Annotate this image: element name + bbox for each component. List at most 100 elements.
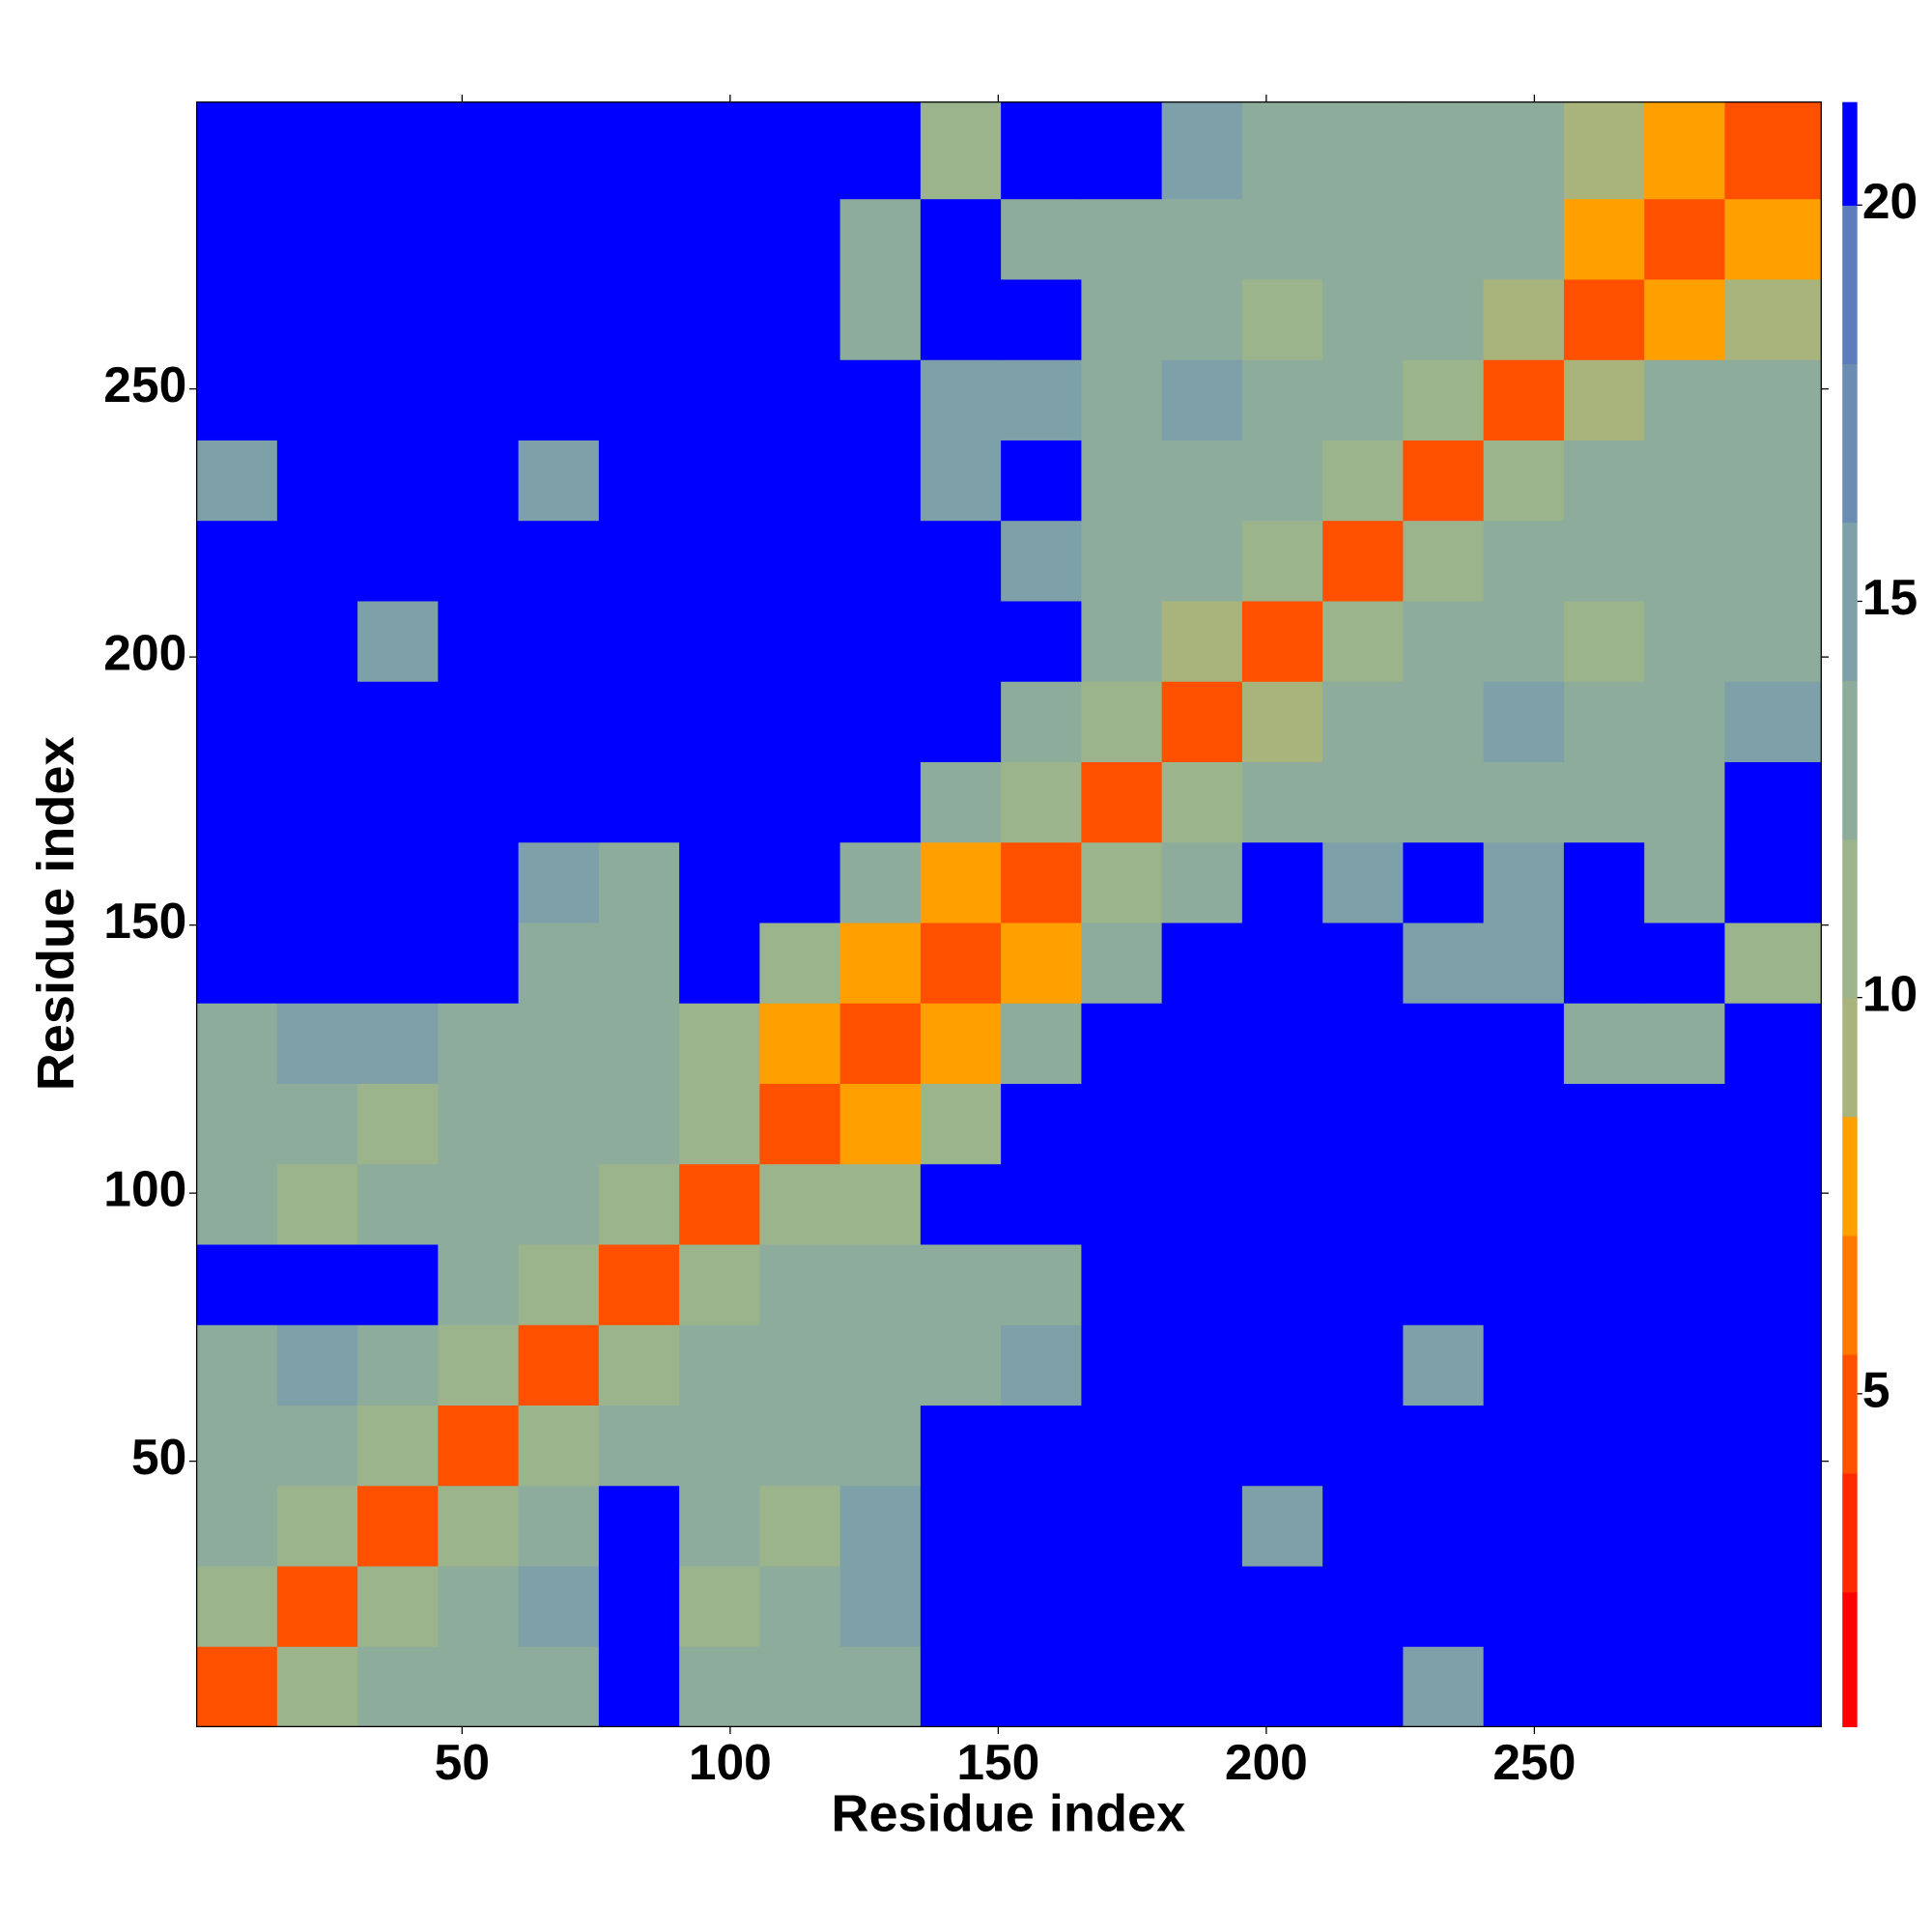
heatmap-cell: [839, 1083, 922, 1165]
heatmap-cell: [1001, 922, 1083, 1004]
heatmap-cell: [1001, 841, 1083, 923]
heatmap-cell: [839, 841, 922, 923]
heatmap-cell: [1403, 198, 1485, 280]
heatmap-cell: [679, 359, 761, 440]
heatmap-cell: [1483, 1405, 1565, 1487]
heatmap-cell: [1724, 1083, 1822, 1165]
heatmap-cell: [1403, 1163, 1485, 1245]
heatmap-cell: [1081, 520, 1163, 602]
heatmap-cell: [1322, 101, 1405, 200]
heatmap-cell: [1322, 1243, 1405, 1325]
heatmap-cell: [1403, 101, 1485, 200]
y-tick-label: 150: [103, 893, 186, 949]
colorbar-tick-label: 15: [1862, 569, 1918, 625]
heatmap-cell: [1403, 761, 1485, 843]
heatmap-cell: [598, 1083, 680, 1165]
heatmap-cell: [1081, 1405, 1163, 1487]
heatmap-cell: [357, 1485, 440, 1567]
colorbar-band: [1842, 680, 1858, 840]
heatmap-cell: [1001, 1324, 1083, 1406]
heatmap-cell: [357, 1243, 440, 1325]
heatmap-cell: [518, 101, 600, 200]
heatmap-cell: [1322, 520, 1405, 602]
heatmap-cell: [598, 1646, 680, 1728]
heatmap-cell: [1241, 1646, 1323, 1728]
heatmap-cell: [839, 1405, 922, 1487]
heatmap-cell: [1724, 1565, 1822, 1647]
heatmap-cell: [438, 1083, 520, 1165]
heatmap-cell: [1241, 1324, 1323, 1406]
heatmap-cell: [1161, 1243, 1243, 1325]
heatmap-cell: [1724, 600, 1822, 682]
heatmap-cell: [1563, 922, 1645, 1004]
heatmap-cell: [1724, 520, 1822, 602]
heatmap-cell: [1724, 1405, 1822, 1487]
heatmap-cell: [1563, 600, 1645, 682]
heatmap-cell: [357, 1083, 440, 1165]
heatmap-cell: [1001, 520, 1083, 602]
heatmap-cell: [276, 101, 358, 200]
heatmap-cell: [679, 1003, 761, 1084]
heatmap-cell: [759, 278, 841, 360]
heatmap-cell: [1483, 922, 1565, 1004]
heatmap-cell: [357, 1565, 440, 1647]
heatmap-cell: [1563, 520, 1645, 602]
heatmap-cell: [1241, 1163, 1323, 1245]
heatmap-cell: [196, 600, 278, 682]
heatmap-cell: [679, 278, 761, 360]
heatmap-cell: [1081, 1324, 1163, 1406]
heatmap-cell: [1241, 1565, 1323, 1647]
heatmap-cell: [1724, 1324, 1822, 1406]
colorbar-band: [1842, 997, 1858, 1118]
heatmap-cell: [1001, 1646, 1083, 1728]
heatmap-cell: [1161, 440, 1243, 522]
heatmap-cell: [1563, 841, 1645, 923]
heatmap-cell: [438, 681, 520, 762]
heatmap-cell: [1322, 1324, 1405, 1406]
heatmap-cell: [518, 841, 600, 923]
heatmap-cell: [920, 1565, 1002, 1647]
heatmap-cell: [1081, 1485, 1163, 1567]
heatmap-cell: [1241, 1083, 1323, 1165]
heatmap-cell: [1403, 1565, 1485, 1647]
heatmap-cell: [1241, 198, 1323, 280]
heatmap-cell: [1081, 761, 1163, 843]
heatmap-cell: [357, 440, 440, 522]
x-tick-label: 150: [956, 1734, 1039, 1790]
heatmap-cell: [1322, 440, 1405, 522]
heatmap-cell: [1403, 1405, 1485, 1487]
heatmap-cell: [1241, 1003, 1323, 1084]
heatmap-cell: [1563, 1163, 1645, 1245]
heatmap-cell: [1241, 520, 1323, 602]
heatmap-cell: [438, 359, 520, 440]
heatmap-cell: [1403, 520, 1485, 602]
heatmap-cell: [196, 278, 278, 360]
heatmap-cell: [1322, 761, 1405, 843]
heatmap-cell: [196, 1163, 278, 1245]
heatmap-cell: [1483, 440, 1565, 522]
heatmap-cell: [1483, 278, 1565, 360]
heatmap-cell: [1403, 1485, 1485, 1567]
heatmap-cell: [276, 1485, 358, 1567]
heatmap-cell: [276, 440, 358, 522]
heatmap-cell: [1644, 1405, 1726, 1487]
heatmap-cell: [1644, 922, 1726, 1004]
heatmap-cell: [196, 1565, 278, 1647]
heatmap-cell: [1483, 1243, 1565, 1325]
heatmap-cell: [1724, 278, 1822, 360]
heatmap-cell: [839, 761, 922, 843]
heatmap-cell: [759, 1646, 841, 1728]
heatmap-cell: [1001, 278, 1083, 360]
heatmap-cell: [276, 1163, 358, 1245]
heatmap-cell: [759, 1324, 841, 1406]
heatmap-cell: [1724, 922, 1822, 1004]
heatmap-cell: [759, 1485, 841, 1567]
heatmap-cell: [196, 1485, 278, 1567]
heatmap-cell: [598, 1003, 680, 1084]
heatmap-cell: [1241, 278, 1323, 360]
heatmap-cell: [1001, 1565, 1083, 1647]
heatmap-cell: [1724, 761, 1822, 843]
heatmap-cell: [276, 681, 358, 762]
heatmap-cell: [1322, 841, 1405, 923]
